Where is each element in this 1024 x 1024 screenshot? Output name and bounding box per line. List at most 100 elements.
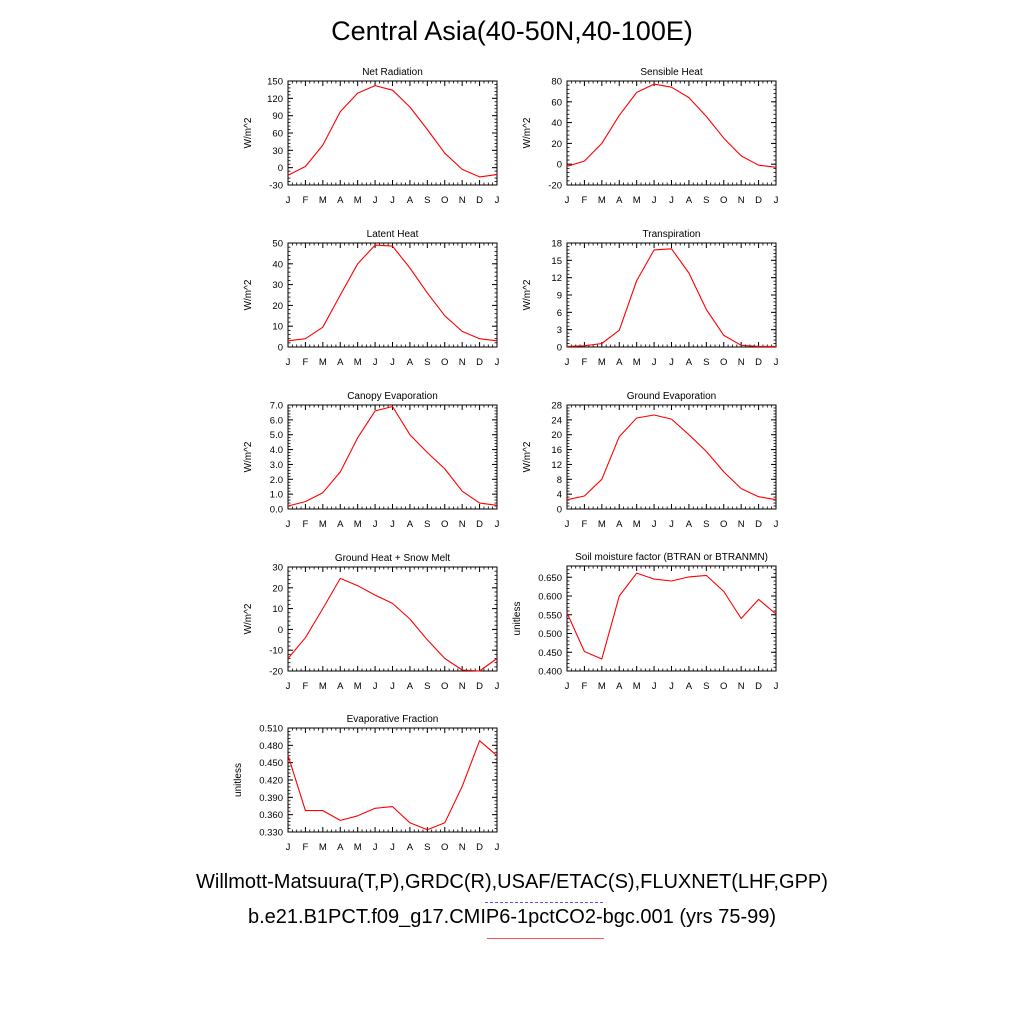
panel-title: Canopy Evaporation xyxy=(347,391,438,402)
x-tick-label: N xyxy=(738,519,745,530)
legend-model-swatch xyxy=(487,938,604,939)
y-tick-label: 0 xyxy=(557,343,562,354)
x-tick-label: J xyxy=(774,195,779,206)
x-tick-label: J xyxy=(373,357,378,368)
y-tick-label: 10 xyxy=(272,604,283,615)
x-tick-label: D xyxy=(755,519,762,530)
y-axis-label: W/m^2 xyxy=(243,441,254,472)
y-tick-label: 120 xyxy=(267,94,283,105)
x-tick-label: J xyxy=(286,519,291,530)
y-tick-label: 0.360 xyxy=(259,810,283,821)
x-tick-label: J xyxy=(373,195,378,206)
x-tick-label: J xyxy=(286,681,291,692)
plot-frame xyxy=(287,727,498,833)
chart-panel-5: J F M A M J J A S O N D J0.01.02.03.04.05.06.07.0Can… xyxy=(243,391,500,530)
x-tick-label: D xyxy=(476,842,483,853)
chart-panel-4: J F M A M J J A S O N D J0369121518TranspirationW/m^… xyxy=(522,229,779,368)
x-tick-label: M xyxy=(354,842,362,853)
x-tick-label: M xyxy=(598,357,606,368)
y-tick-label: 40 xyxy=(272,259,283,270)
x-tick-label: J xyxy=(390,842,395,853)
x-tick-label: J xyxy=(774,681,779,692)
series-line xyxy=(287,405,498,507)
y-tick-label: -20 xyxy=(548,181,562,192)
x-tick-label: F xyxy=(582,357,588,368)
x-tick-label: J xyxy=(286,842,291,853)
y-tick-label: 20 xyxy=(551,139,562,150)
x-tick-label: J xyxy=(373,681,378,692)
y-tick-label: 60 xyxy=(272,129,283,140)
x-tick-label: M xyxy=(354,357,362,368)
x-tick-label: S xyxy=(703,357,709,368)
series-line xyxy=(566,248,776,347)
series-line xyxy=(287,577,498,672)
x-tick-label: F xyxy=(582,519,588,530)
panel-title: Sensible Heat xyxy=(640,67,702,78)
y-tick-label: 0.500 xyxy=(538,629,562,640)
x-tick-label: J xyxy=(495,357,500,368)
legend-observed-swatch xyxy=(485,902,603,903)
x-tick-label: A xyxy=(407,357,414,368)
x-tick-label: S xyxy=(703,195,709,206)
y-axis-label: W/m^2 xyxy=(522,441,533,472)
x-tick-label: N xyxy=(459,195,466,206)
y-tick-label: 10 xyxy=(272,322,283,333)
x-tick-label: J xyxy=(774,357,779,368)
series-line xyxy=(287,740,498,831)
y-tick-label: 0.390 xyxy=(259,793,283,804)
y-tick-label: 0.550 xyxy=(538,610,562,621)
x-tick-label: N xyxy=(459,842,466,853)
x-tick-label: O xyxy=(441,681,448,692)
x-tick-label: J xyxy=(373,519,378,530)
y-tick-label: 6 xyxy=(557,308,562,319)
legend-model-label: b.e21.B1PCT.f09_g17.CMIP6-1pctCO2-bgc.00… xyxy=(247,906,777,928)
x-tick-label: J xyxy=(286,195,291,206)
x-tick-label: J xyxy=(495,842,500,853)
x-tick-label: J xyxy=(286,357,291,368)
x-tick-label: F xyxy=(303,519,309,530)
x-tick-label: A xyxy=(337,842,344,853)
x-tick-label: J xyxy=(652,357,657,368)
x-tick-label: O xyxy=(441,195,448,206)
x-tick-label: F xyxy=(303,357,309,368)
plot-frame xyxy=(287,566,498,672)
x-tick-label: F xyxy=(303,842,309,853)
y-tick-label: 1.0 xyxy=(270,490,283,501)
y-tick-label: -10 xyxy=(269,646,283,657)
x-tick-label: J xyxy=(390,357,395,368)
x-tick-label: D xyxy=(755,357,762,368)
x-tick-label: J xyxy=(390,195,395,206)
x-tick-label: A xyxy=(337,357,344,368)
x-tick-label: A xyxy=(686,519,693,530)
panel-title: Ground Heat + Snow Melt xyxy=(335,553,451,564)
y-tick-label: 0.400 xyxy=(538,667,562,678)
y-tick-label: 4 xyxy=(557,490,562,501)
y-tick-label: 0.450 xyxy=(259,758,283,769)
x-tick-label: D xyxy=(476,357,483,368)
x-tick-label: M xyxy=(598,195,606,206)
legend-observed-label: Willmott-Matsuura(T,P),GRDC(R),USAF/ETAC… xyxy=(196,871,828,893)
x-tick-label: J xyxy=(565,357,570,368)
y-tick-label: 28 xyxy=(551,401,562,412)
x-tick-label: O xyxy=(720,195,727,206)
x-tick-label: M xyxy=(633,519,641,530)
y-tick-label: 20 xyxy=(272,301,283,312)
y-tick-label: 0.450 xyxy=(538,648,562,659)
panel-title: Ground Evaporation xyxy=(627,391,717,402)
plot-frame xyxy=(566,80,777,186)
x-tick-label: S xyxy=(424,357,430,368)
y-tick-label: 12 xyxy=(551,273,562,284)
x-tick-label: S xyxy=(424,195,430,206)
series-line xyxy=(566,572,777,660)
y-axis-label: W/m^2 xyxy=(522,117,533,148)
y-tick-label: 2.0 xyxy=(270,475,283,486)
x-tick-label: J xyxy=(669,357,674,368)
y-axis-label: W/m^2 xyxy=(243,603,254,634)
x-tick-label: J xyxy=(669,195,674,206)
x-tick-label: A xyxy=(337,519,344,530)
x-tick-label: A xyxy=(616,681,623,692)
panel-title: Transpiration xyxy=(643,229,701,240)
x-tick-label: A xyxy=(337,681,344,692)
y-tick-label: 30 xyxy=(272,563,283,574)
